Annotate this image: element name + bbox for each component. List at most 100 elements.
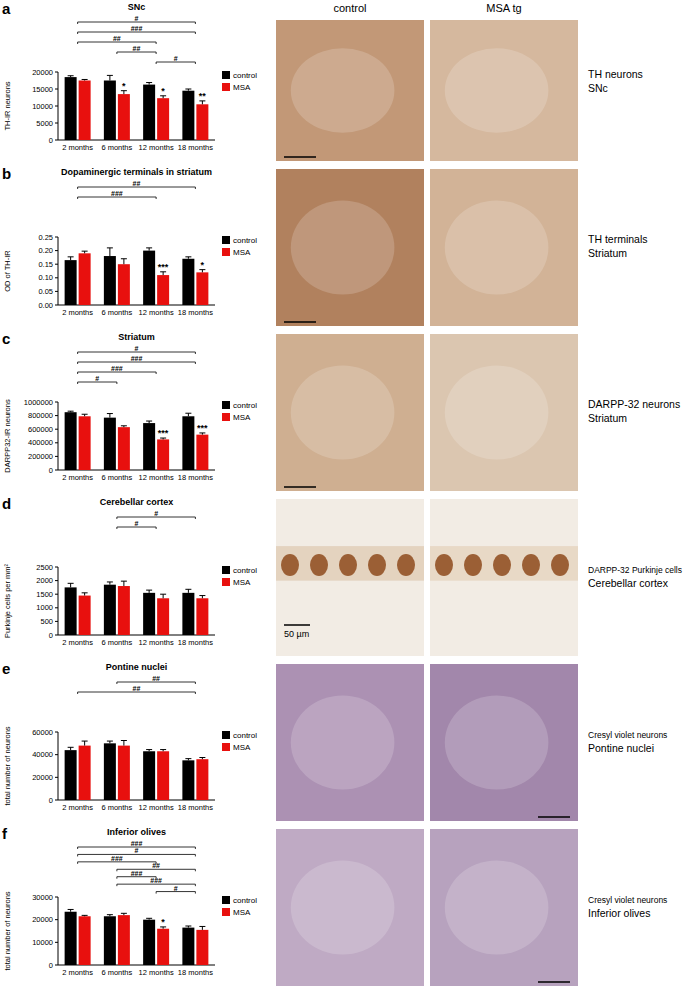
micrograph-bg <box>430 334 578 491</box>
bracket-end <box>195 854 196 856</box>
bracket-end <box>156 52 157 54</box>
legend-swatch <box>222 71 230 79</box>
legend-swatch <box>222 83 230 91</box>
cell <box>310 554 328 576</box>
page: {"chart_data": [ {"type": "bar", "title"… <box>0 0 693 992</box>
error-bar <box>121 581 127 586</box>
error-line <box>70 583 71 587</box>
x-tick-label: 12 months <box>139 638 174 647</box>
bracket-end <box>156 372 157 374</box>
error-bar <box>82 251 88 253</box>
panel-letter: e <box>2 660 10 677</box>
error-bar <box>160 96 166 98</box>
comparison-label: ## <box>113 35 121 42</box>
bar <box>182 760 194 800</box>
comparison-label: ### <box>111 855 123 862</box>
error-bar <box>107 582 113 585</box>
comparison-bracket <box>78 854 196 856</box>
y-tick-label: 15000 <box>32 85 53 94</box>
panel: ePontine nucleitotal number of neurons02… <box>2 660 257 812</box>
error-cap <box>121 425 127 426</box>
comparison-bracket <box>78 692 196 694</box>
error-cap <box>68 256 74 257</box>
bracket-end <box>77 854 78 856</box>
y-axis-label: DARPP32-IR neurons <box>3 399 12 473</box>
x-tick-label: 18 months <box>178 803 213 812</box>
legend-label: MSA <box>233 743 251 752</box>
micrograph <box>430 829 578 986</box>
tissue-region <box>445 860 549 954</box>
comparison-label: # <box>174 885 178 892</box>
comparison-bracket <box>156 62 195 64</box>
chart-title: Inferior olives <box>107 827 166 837</box>
image-label: Cresyl violet neurons <box>588 895 667 905</box>
bar <box>79 81 91 141</box>
bracket-end <box>195 892 196 894</box>
error-bar <box>146 918 152 919</box>
y-tick-label: 0 <box>49 796 53 805</box>
error-cap <box>107 247 113 248</box>
error-cap <box>146 918 152 919</box>
error-bar <box>107 414 113 418</box>
tissue-region <box>445 200 549 294</box>
bar <box>196 598 208 635</box>
x-tick-label: 2 months <box>62 308 93 317</box>
error-cap <box>121 913 127 914</box>
comparison-bracket <box>78 382 117 384</box>
micrograph <box>276 169 424 326</box>
tissue-region <box>291 860 395 954</box>
legend-label: MSA <box>233 248 251 257</box>
bracket-end <box>116 869 117 871</box>
y-tick-label: 500 <box>40 617 53 626</box>
micrograph <box>430 169 578 326</box>
bracket-end <box>116 884 117 886</box>
legend-swatch <box>222 731 230 739</box>
error-bar <box>107 75 113 80</box>
error-bar <box>68 257 74 260</box>
error-bar <box>68 583 74 587</box>
tissue-region <box>291 48 395 133</box>
cell <box>464 554 482 576</box>
comparison-bracket <box>117 682 196 684</box>
error-bar <box>146 421 152 423</box>
bar <box>104 418 116 470</box>
error-line <box>109 248 110 256</box>
error-cap <box>121 581 127 582</box>
comparison-label: ## <box>152 862 160 869</box>
legend-label: MSA <box>233 83 251 92</box>
bracket-end <box>77 382 78 384</box>
comparison-label: ### <box>111 365 123 372</box>
bracket-end <box>77 372 78 374</box>
tissue-region <box>291 365 395 459</box>
x-tick-label: 18 months <box>178 473 213 482</box>
tissue <box>276 829 424 986</box>
x-tick-label: 2 months <box>62 473 93 482</box>
bar <box>79 253 91 305</box>
legend-swatch <box>222 236 230 244</box>
error-line <box>123 91 124 94</box>
y-axis <box>58 72 59 140</box>
x-tick-label: 2 months <box>62 143 93 152</box>
error-bar <box>199 596 205 599</box>
panel-letter: b <box>2 165 11 182</box>
significance-star: * <box>122 81 126 91</box>
bar <box>143 423 155 470</box>
y-axis-label: total number of neurons <box>3 726 12 805</box>
chart-title: Striatum <box>118 332 155 342</box>
comparison-bracket <box>78 362 196 364</box>
scale-bar <box>538 816 570 818</box>
bar <box>65 260 77 305</box>
error-cap <box>68 747 74 748</box>
error-cap <box>146 590 152 591</box>
y-tick-label: 1000000 <box>24 398 53 407</box>
bracket-end <box>156 892 157 894</box>
legend-swatch <box>222 413 230 421</box>
bracket-end <box>77 847 78 849</box>
error-line <box>188 589 189 593</box>
comparison-bracket <box>78 22 196 24</box>
comparison-label: ### <box>131 355 143 362</box>
bracket-end <box>77 692 78 694</box>
error-bar <box>68 411 74 412</box>
scale-bar <box>284 486 316 488</box>
bracket-end <box>77 362 78 364</box>
